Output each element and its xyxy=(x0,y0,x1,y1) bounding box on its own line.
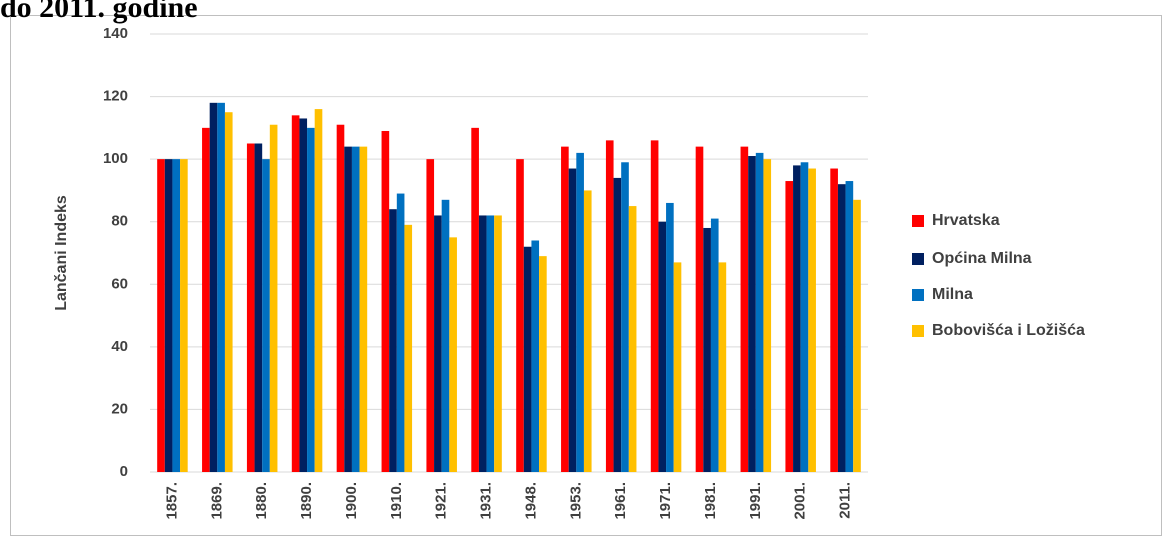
bar xyxy=(486,215,495,472)
bar xyxy=(613,177,622,472)
y-tick-label: 20 xyxy=(111,400,128,417)
x-tick-label: 1931. xyxy=(478,482,495,520)
bar xyxy=(576,152,584,472)
bar xyxy=(359,146,368,472)
bar xyxy=(299,118,308,472)
bar xyxy=(718,262,727,472)
bar xyxy=(307,127,315,472)
legend-swatch xyxy=(912,325,924,337)
y-tick-label: 40 xyxy=(111,338,128,355)
bar xyxy=(605,140,614,472)
bar xyxy=(389,209,397,472)
bar xyxy=(351,146,360,472)
bar xyxy=(523,246,532,472)
legend-label: Milna xyxy=(932,286,973,303)
bar xyxy=(666,202,674,472)
bar xyxy=(658,221,667,472)
chart-title: do 2011. godine xyxy=(0,0,198,24)
legend-label: Bobovišća i Ložišća xyxy=(932,322,1085,339)
bar xyxy=(404,224,413,472)
x-tick-label: 1991. xyxy=(747,482,764,520)
bar xyxy=(262,159,270,472)
y-tick-label: 120 xyxy=(103,88,128,105)
y-axis-label: Lančani Indeks xyxy=(53,195,70,311)
bar xyxy=(180,159,188,472)
bar xyxy=(314,109,323,472)
bar xyxy=(516,159,524,472)
bar xyxy=(531,240,540,472)
bar xyxy=(217,102,225,472)
x-tick-label: 1869. xyxy=(208,482,225,520)
bar xyxy=(793,165,801,472)
y-tick-label: 80 xyxy=(111,213,128,230)
legend-label: Općina Milna xyxy=(932,250,1032,267)
bar xyxy=(291,115,300,472)
x-tick-label: 1900. xyxy=(343,482,360,520)
x-tick-label: 1961. xyxy=(612,482,629,520)
x-tick-label: 1971. xyxy=(657,482,674,520)
bar xyxy=(164,159,173,472)
bar xyxy=(246,143,255,472)
bar xyxy=(755,152,764,472)
bar xyxy=(785,181,794,473)
x-tick-label: 1880. xyxy=(253,482,270,520)
bar xyxy=(703,227,711,472)
bar xyxy=(845,181,854,473)
bar xyxy=(336,124,345,472)
bar xyxy=(396,193,405,473)
x-tick-label: 1890. xyxy=(298,482,315,520)
bar xyxy=(740,146,749,472)
legend-label: Hrvatska xyxy=(932,212,1000,229)
bar xyxy=(763,159,772,472)
bar xyxy=(561,146,569,472)
bar xyxy=(539,256,547,472)
bar xyxy=(269,124,278,472)
x-tick-label: 1910. xyxy=(388,482,405,520)
x-tick-label: 1953. xyxy=(567,482,584,520)
x-tick-label: 1948. xyxy=(522,482,539,520)
legend-swatch xyxy=(912,253,924,265)
y-tick-label: 100 xyxy=(103,150,128,167)
bar xyxy=(344,146,352,472)
y-tick-label: 0 xyxy=(120,463,128,480)
bar xyxy=(568,168,577,472)
bar xyxy=(837,184,846,472)
bar xyxy=(224,112,233,472)
bar xyxy=(172,159,181,472)
bar xyxy=(853,199,861,473)
bar xyxy=(434,215,442,472)
bar xyxy=(471,127,479,472)
bar xyxy=(673,262,682,472)
bar xyxy=(202,127,210,472)
bar xyxy=(441,199,450,473)
bar xyxy=(209,102,218,472)
bar xyxy=(650,140,659,472)
bar xyxy=(449,237,457,472)
legend-swatch xyxy=(912,215,924,227)
bar xyxy=(494,215,502,472)
bar xyxy=(808,168,816,472)
bar xyxy=(157,159,165,472)
bar xyxy=(478,215,487,472)
bar xyxy=(583,190,592,472)
y-tick-label: 140 xyxy=(103,25,128,42)
x-tick-label: 1981. xyxy=(702,482,719,520)
bar xyxy=(830,168,838,472)
bar xyxy=(621,162,629,472)
legend-swatch xyxy=(912,289,924,301)
bar xyxy=(800,162,809,472)
x-tick-label: 1921. xyxy=(433,482,450,520)
bar xyxy=(695,146,704,472)
bar xyxy=(254,143,263,472)
bar xyxy=(426,159,435,472)
x-tick-label: 2011. xyxy=(837,482,854,519)
y-tick-label: 60 xyxy=(111,275,128,292)
x-tick-label: 2001. xyxy=(792,482,809,520)
bar xyxy=(710,218,719,472)
bar xyxy=(748,156,756,472)
x-tick-label: 1857. xyxy=(163,482,180,520)
bar xyxy=(381,130,390,472)
bar xyxy=(628,206,637,473)
